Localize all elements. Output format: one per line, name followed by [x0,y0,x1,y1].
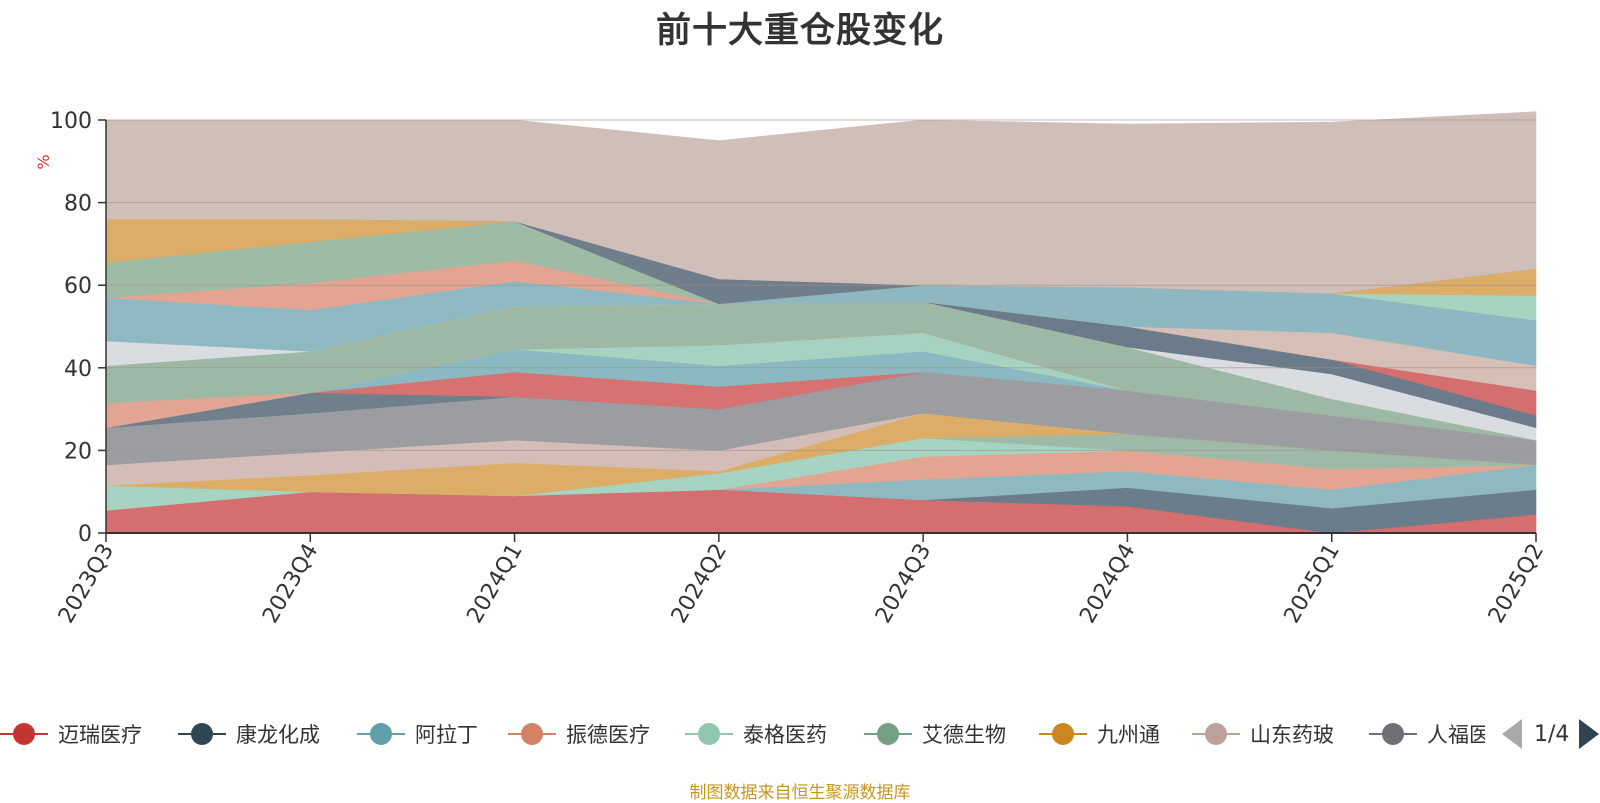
y-tick-label: 60 [64,274,92,299]
chart-title: 前十大重仓股变化 [655,11,944,51]
legend-marker-icon [357,722,405,746]
legend-label: 艾德生物 [922,723,1006,747]
legend-marker-icon [1369,722,1417,746]
legend-label: 九州通 [1097,723,1160,747]
legend-item[interactable]: 阿拉丁 [357,716,478,752]
legend-label: 康龙化成 [236,723,320,747]
y-axis-label: % [34,154,53,169]
source-note: 制图数据来自恒生聚源数据库 [689,783,911,803]
legend-marker-icon [685,722,733,746]
legend-label: 山东药玻 [1250,723,1334,747]
legend-item[interactable]: 康龙化成 [178,716,320,752]
legend-label: 人福医药 [1427,723,1485,747]
y-tick-label: 40 [64,357,92,382]
y-tick-label: 80 [64,192,92,217]
y-tick-label: 20 [64,439,92,464]
legend-item[interactable]: 人福医药 [1369,716,1485,752]
legend-prev-icon[interactable] [1502,719,1522,749]
legend-marker-icon [178,722,226,746]
legend-item[interactable]: 艾德生物 [864,716,1006,752]
x-tick-label: 2025Q1 [1280,540,1345,628]
x-tick-label: 2024Q2 [667,540,732,628]
x-tick-label: 2024Q1 [462,540,527,628]
legend-label: 振德医疗 [566,723,650,747]
area-layer [105,111,1537,534]
legend-item[interactable]: 振德医疗 [508,716,650,752]
legend-next-icon[interactable] [1579,719,1600,749]
x-tick-label: 2024Q4 [1075,540,1140,628]
y-tick-label: 100 [50,109,92,134]
legend-page-indicator: 1/4 [1534,721,1570,747]
legend-marker-icon [0,722,48,746]
x-tick-label: 2023Q4 [258,540,323,628]
x-tick-label: 2025Q2 [1484,540,1549,628]
legend-marker-icon [1192,722,1240,746]
legend-item[interactable]: 泰格医药 [685,716,827,752]
legend-marker-icon [864,722,912,746]
legend-item[interactable]: 迈瑞医疗 [0,716,142,752]
legend: 迈瑞医疗 康龙化成 阿拉丁 振德医疗 泰格医药 艾德生物 九州通 山东药玻 人福医药 [0,716,1600,752]
legend-pager: 1/4 [1496,716,1600,752]
y-tick-label: 0 [78,522,92,547]
legend-label: 阿拉丁 [415,723,478,747]
legend-marker-icon [508,722,556,746]
legend-marker-icon [1039,722,1087,746]
legend-label: 迈瑞医疗 [58,723,142,747]
x-tick-label: 2023Q3 [54,540,119,628]
legend-label: 泰格医药 [743,723,827,747]
legend-item[interactable]: 山东药玻 [1192,716,1334,752]
x-tick-label: 2024Q3 [871,540,936,628]
legend-item[interactable]: 九州通 [1039,716,1160,752]
grid-layer [106,119,1536,451]
